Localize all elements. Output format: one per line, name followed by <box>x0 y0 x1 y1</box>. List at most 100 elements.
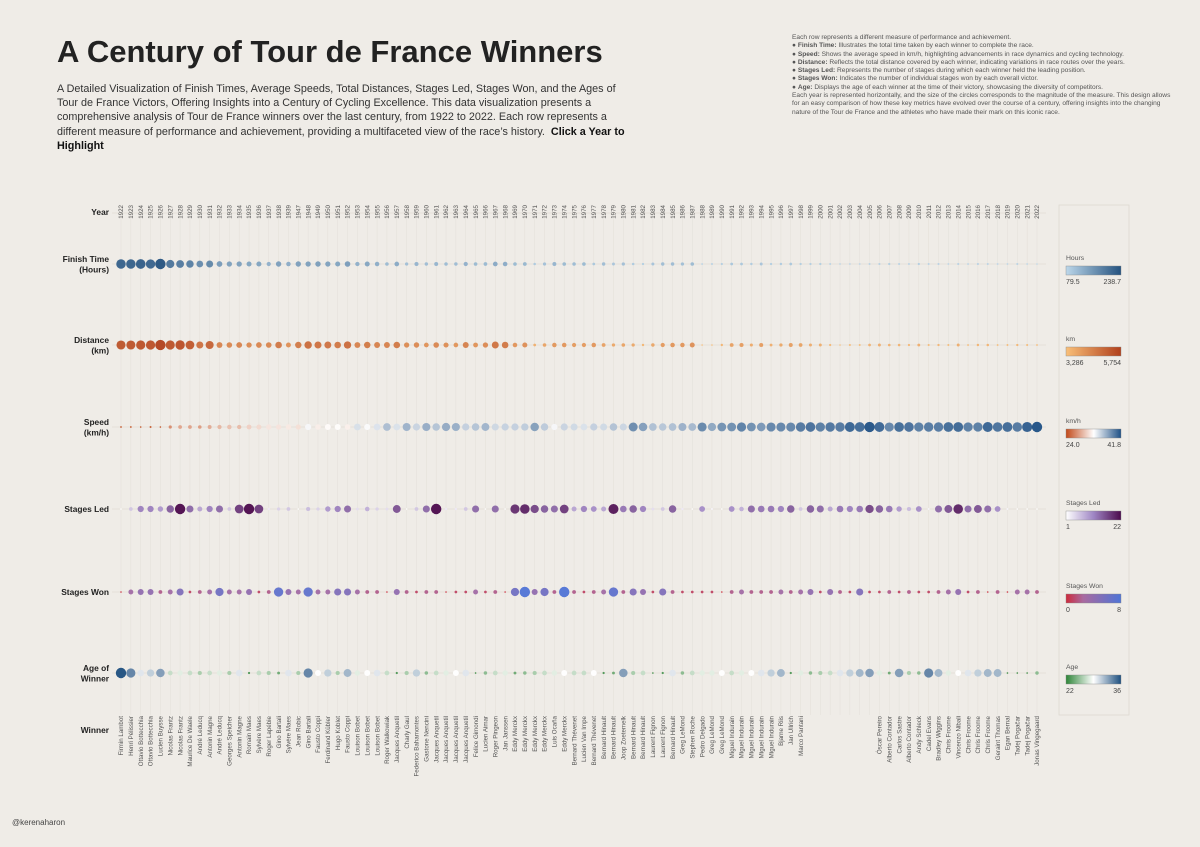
data-point <box>933 422 944 432</box>
data-point <box>266 424 272 430</box>
data-point <box>424 590 429 594</box>
data-point <box>848 343 851 347</box>
row-label: Stages Led <box>64 504 109 514</box>
winner-tick: Greg LeMond <box>719 715 726 753</box>
data-point <box>343 669 352 677</box>
data-point <box>159 426 162 428</box>
year-tick: 2015 <box>965 204 972 218</box>
row-label-winner: Winner <box>81 725 110 735</box>
data-point <box>306 506 311 512</box>
row-label: Finish Time (Hours) <box>63 254 110 275</box>
notes-outro: Each year is represented horizontally, a… <box>792 92 1171 116</box>
data-point <box>355 507 359 511</box>
data-point <box>504 591 506 593</box>
data-point <box>364 506 370 512</box>
data-point <box>296 670 301 676</box>
data-point <box>927 590 931 594</box>
winner-tick: Bernard Thévenet <box>571 716 578 766</box>
data-point <box>652 672 654 674</box>
data-point <box>974 669 982 677</box>
data-point <box>1016 508 1019 510</box>
data-point <box>787 505 795 513</box>
data-point <box>303 587 313 597</box>
data-point <box>937 343 940 347</box>
data-point <box>767 669 775 677</box>
data-point <box>602 671 605 675</box>
data-point <box>670 590 675 594</box>
data-point <box>829 343 832 347</box>
data-point <box>385 262 389 266</box>
data-point <box>404 590 409 594</box>
data-point <box>739 342 744 348</box>
data-point <box>168 425 172 429</box>
data-point <box>243 503 255 515</box>
data-point <box>324 341 332 349</box>
data-point <box>513 262 517 266</box>
data-point <box>1006 591 1009 593</box>
year-tick: 1932 <box>217 204 224 218</box>
year-tick: 1938 <box>276 204 283 218</box>
winner-tick: Jacques Anquetil <box>443 716 450 763</box>
data-point <box>628 422 638 432</box>
data-point <box>502 670 508 676</box>
data-point <box>354 670 361 676</box>
data-point <box>511 423 519 431</box>
data-point <box>612 262 615 266</box>
winner-tick: Romain Maes <box>246 716 253 754</box>
data-point <box>297 508 300 510</box>
data-point <box>601 262 606 266</box>
legend-min: 0 <box>1066 607 1070 614</box>
data-point <box>776 422 786 432</box>
year-tick: 1963 <box>453 204 460 218</box>
data-point <box>864 421 875 433</box>
data-point <box>680 671 685 675</box>
data-point <box>590 670 597 676</box>
data-point <box>747 505 755 513</box>
data-point <box>295 341 302 349</box>
data-point <box>807 589 814 595</box>
winner-tick: Tadej Pogačar <box>1015 716 1022 756</box>
winner-tick: Chris Froome <box>985 715 992 753</box>
winner-tick: Lucien Aimar <box>483 716 490 752</box>
year-tick: 2019 <box>1005 204 1012 218</box>
data-point <box>364 670 371 676</box>
data-point <box>120 508 122 510</box>
winner-tick: Roger Walkowiak <box>384 715 391 764</box>
year-tick: 2008 <box>896 204 903 218</box>
data-point <box>115 667 127 679</box>
winner-tick: Sylvère Maes <box>286 716 293 753</box>
data-point <box>777 505 785 513</box>
data-point <box>344 424 351 430</box>
data-point <box>188 590 192 594</box>
year-tick: 1985 <box>670 204 677 218</box>
year-tick: 2021 <box>1024 204 1031 218</box>
data-point <box>463 261 468 267</box>
data-point <box>917 671 921 675</box>
data-point <box>608 587 619 597</box>
data-point <box>945 670 952 676</box>
data-point <box>147 505 154 513</box>
data-point <box>512 342 518 348</box>
data-point <box>827 670 833 676</box>
year-tick: 2001 <box>827 204 834 218</box>
data-point <box>285 589 292 595</box>
data-point <box>375 590 379 594</box>
data-point <box>937 262 940 266</box>
data-point <box>717 422 727 432</box>
winner-tick: Roger Lapébie <box>266 715 273 756</box>
data-point <box>670 342 675 348</box>
data-point <box>433 342 439 348</box>
data-point <box>600 423 608 431</box>
data-point <box>188 425 192 429</box>
data-point <box>836 505 844 513</box>
data-point <box>825 422 835 432</box>
data-point <box>176 260 185 268</box>
year-tick: 1968 <box>502 204 509 218</box>
data-point <box>976 590 980 594</box>
data-point <box>839 263 841 265</box>
data-point <box>945 589 951 595</box>
winner-tick: Alberto Contador <box>886 716 893 763</box>
year-tick: 1993 <box>749 204 756 218</box>
notes-item: ● Distance: Reflects the total distance … <box>792 58 1125 66</box>
data-point <box>590 423 598 431</box>
